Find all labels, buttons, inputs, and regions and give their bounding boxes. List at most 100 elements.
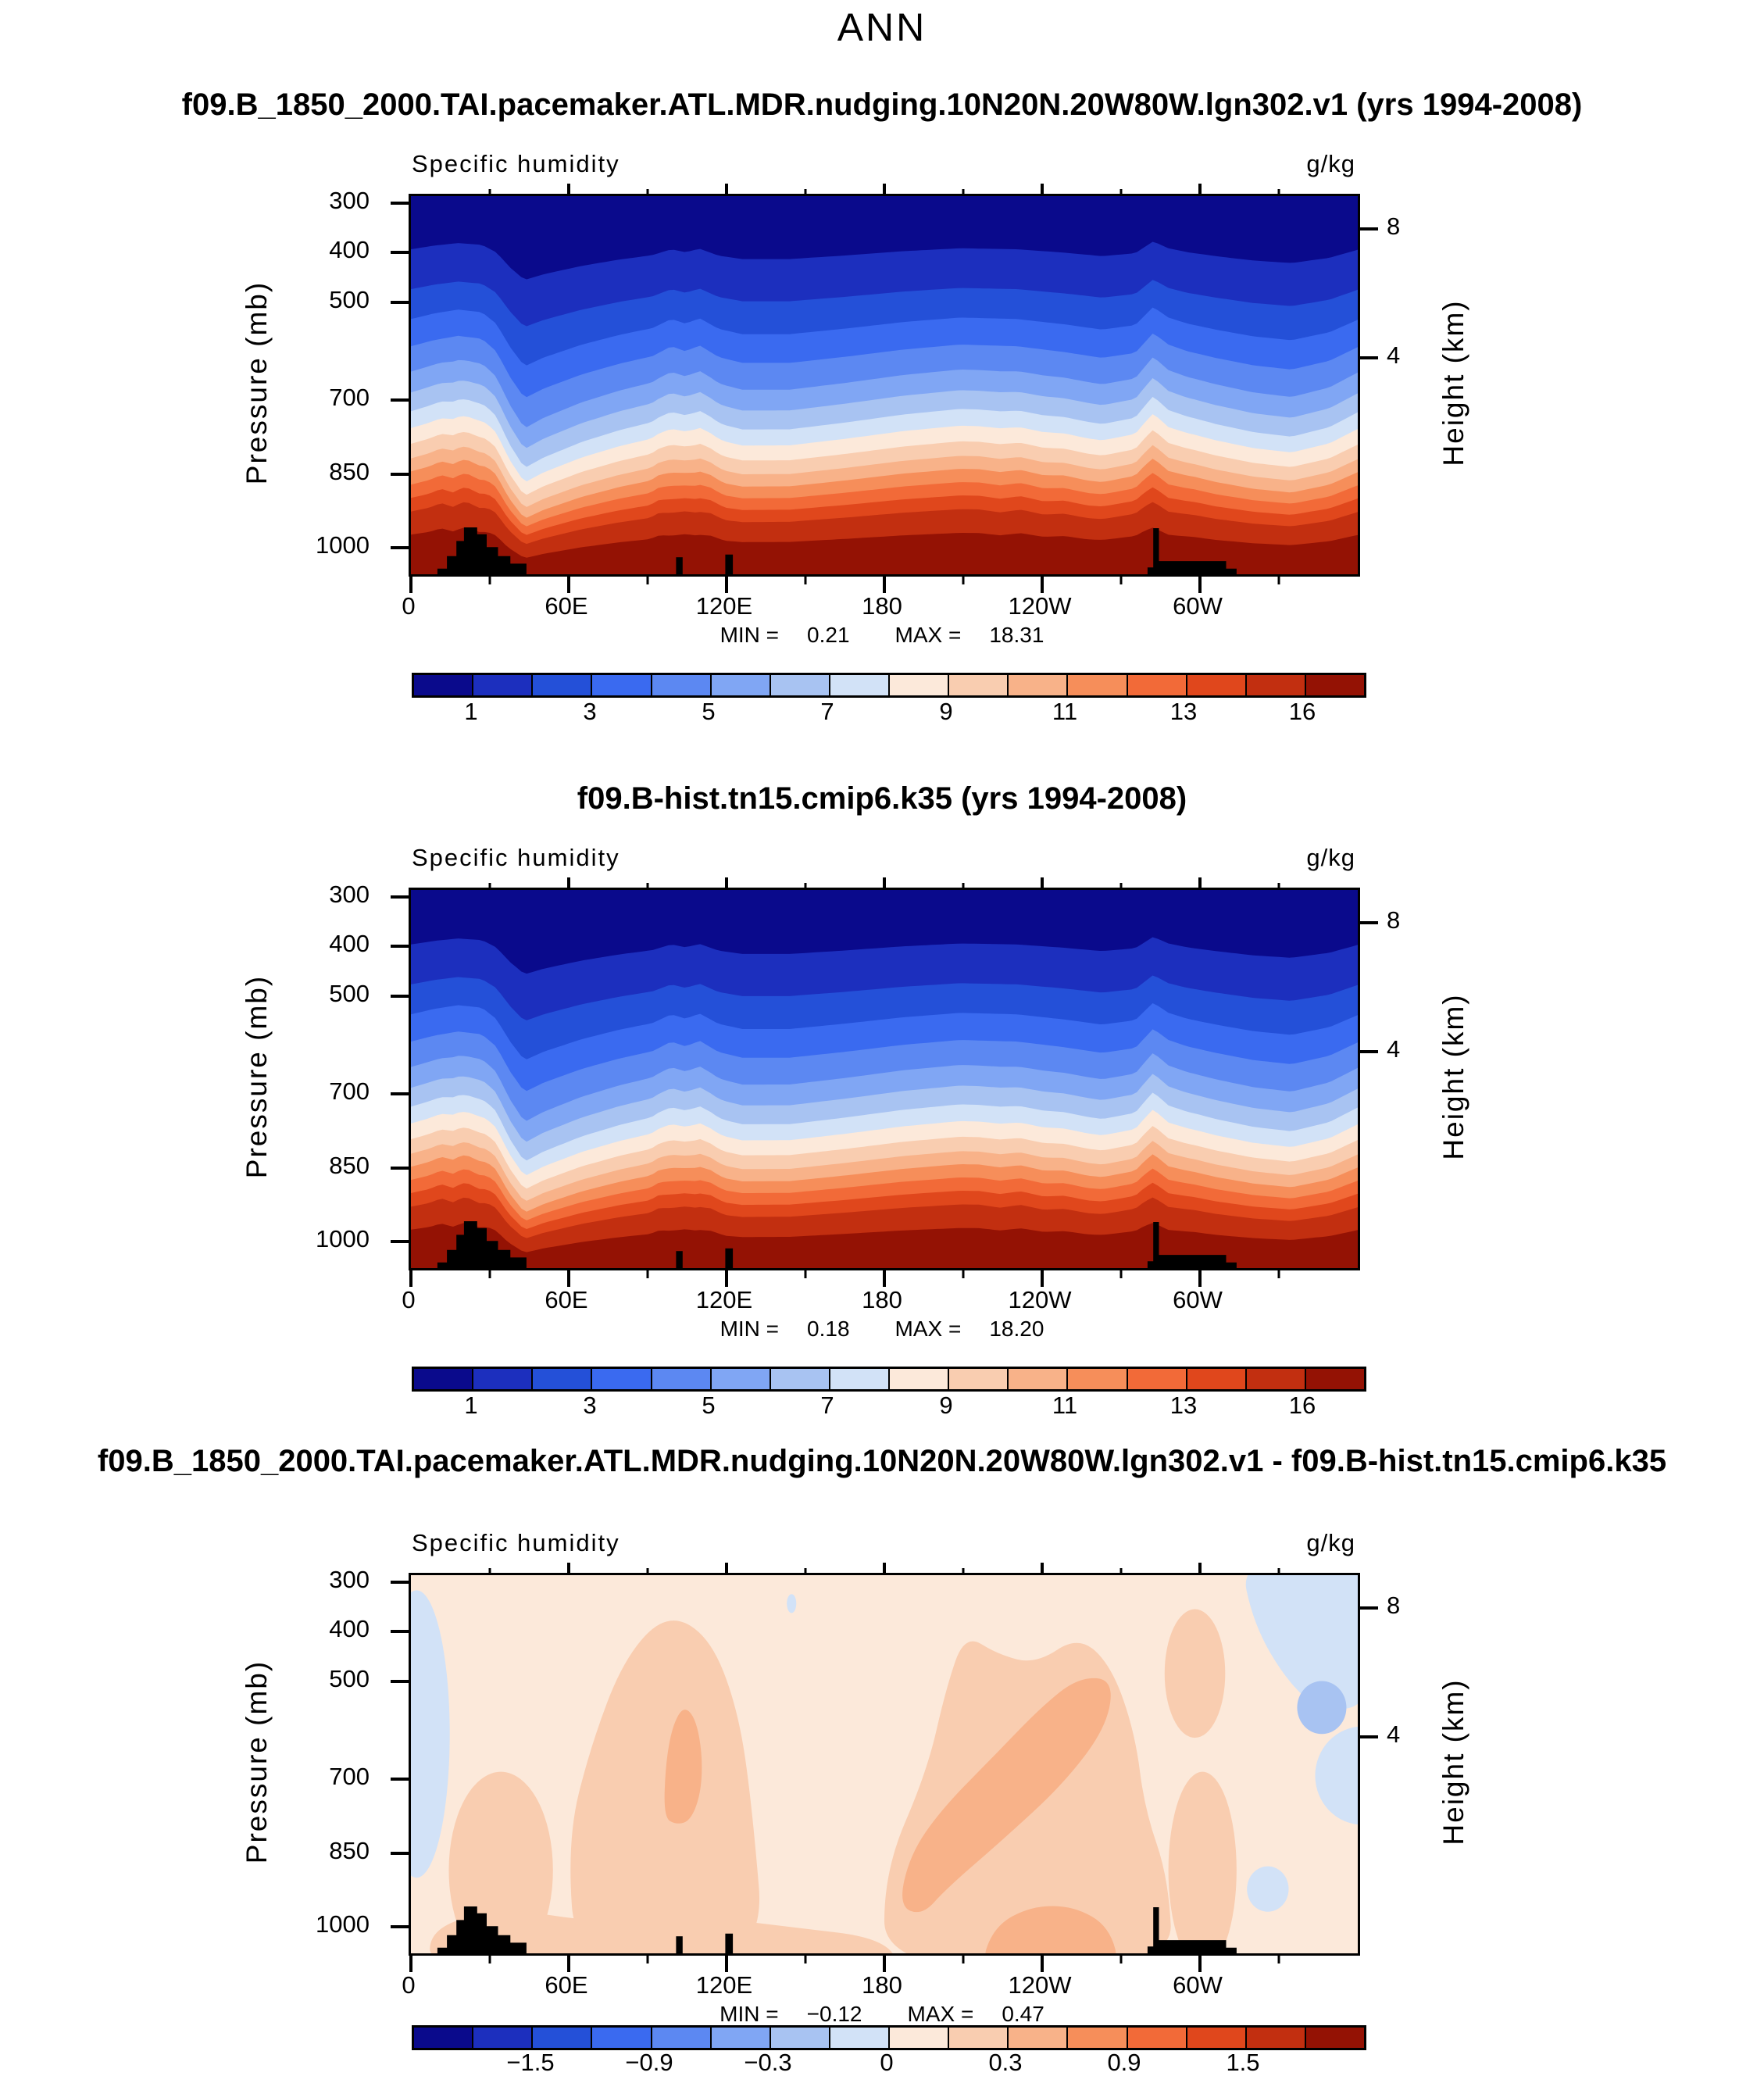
- topography-silhouette: [1147, 1907, 1237, 1953]
- colorbar-segment: [769, 1369, 829, 1389]
- x-tick-label: 0: [402, 1971, 416, 1999]
- x-tick-major: [1041, 1953, 1044, 1972]
- pressure-tick-labels: 300 400 500 700 850 1000: [245, 881, 370, 1266]
- height-tick: [1358, 1606, 1378, 1610]
- colorbar-segment: [472, 675, 532, 695]
- x-tick-minor: [962, 1568, 965, 1575]
- panel-title: f09.B_1850_2000.TAI.pacemaker.ATL.MDR.nu…: [181, 88, 1583, 122]
- pressure-tick-label: 700: [329, 1763, 370, 1791]
- x-tick-major: [567, 574, 570, 593]
- x-tick-major: [567, 1563, 570, 1575]
- x-tick-major: [1041, 877, 1044, 890]
- x-tick-major: [567, 184, 570, 196]
- contour-plot: [391, 184, 1378, 593]
- topography-silhouette: [437, 1906, 527, 1953]
- pressure-tick: [391, 1630, 411, 1634]
- topography-silhouette: [1147, 528, 1237, 574]
- colorbar-segment: [531, 675, 591, 695]
- pressure-tick-label: 400: [329, 1615, 370, 1643]
- x-tick-major: [1198, 877, 1202, 890]
- x-tick-major: [1041, 184, 1044, 196]
- pressure-tick-label: 850: [329, 457, 370, 485]
- max-label: MAX =: [907, 2002, 974, 2026]
- x-tick-minor: [804, 1268, 807, 1278]
- field-label: Specific humidity: [412, 150, 620, 177]
- x-tick-label: 0: [402, 592, 416, 620]
- colorbar-segment: [1007, 1369, 1067, 1389]
- x-tick-label: 120W: [1008, 592, 1072, 620]
- colorbar-label: 0.3: [988, 2049, 1023, 2076]
- colorbar-label: 16: [1288, 698, 1316, 725]
- x-tick-minor: [1277, 1568, 1280, 1575]
- x-tick-minor: [646, 1568, 649, 1575]
- height-tick-label: 4: [1387, 341, 1401, 370]
- contour-plot: [391, 877, 1378, 1287]
- colorbar-labels: 1 3 5 7 9 11 13 16: [412, 1392, 1362, 1423]
- colorbar-segment: [769, 675, 829, 695]
- pressure-tick: [391, 1166, 411, 1170]
- x-tick-minor: [1277, 1268, 1280, 1278]
- colorbar-label: 13: [1169, 698, 1198, 725]
- colorbar-segment: [709, 1369, 770, 1389]
- colorbar-segment: [948, 1369, 1008, 1389]
- colorbar-segment: [709, 675, 770, 695]
- pressure-tick-label: 400: [329, 236, 370, 264]
- colorbar-label: 3: [583, 1392, 597, 1419]
- x-tick-label: 120E: [695, 1286, 753, 1313]
- x-tick-minor: [646, 574, 649, 584]
- pressure-tick-label: 400: [329, 930, 370, 958]
- x-tick-major: [567, 1268, 570, 1287]
- colorbar-segment: [709, 2028, 770, 2048]
- x-tick-minor: [962, 189, 965, 196]
- x-tick-major: [567, 1953, 570, 1972]
- colorbar-segment: [591, 2028, 651, 2048]
- x-tick-label: 60W: [1173, 1971, 1223, 1999]
- panel-pacemaker: f09.B_1850_2000.TAI.pacemaker.ATL.MDR.nu…: [0, 0, 1764, 734]
- colorbar-segment: [1304, 2028, 1364, 2048]
- pressure-tick: [391, 300, 411, 304]
- colorbar-segment: [1185, 1369, 1245, 1389]
- colorbar-label: 7: [820, 698, 834, 725]
- topography-silhouette: [437, 1221, 527, 1268]
- x-tick-major: [724, 1268, 728, 1287]
- anomaly-blob: [985, 1906, 1116, 1953]
- max-label: MAX =: [894, 1317, 962, 1341]
- colorbar-label: −0.9: [625, 2049, 673, 2076]
- contour-band: [411, 1223, 1358, 1268]
- x-tick-label: 60E: [545, 1971, 588, 1999]
- colorbar-segment: [650, 1369, 710, 1389]
- units-label: g/kg: [1306, 1529, 1355, 1556]
- x-tick-label: 120E: [695, 1971, 753, 1999]
- colorbar-label: 3: [583, 698, 597, 725]
- colorbar-segment: [828, 675, 888, 695]
- height-tick-label: 8: [1387, 213, 1401, 241]
- anomaly-blob: [664, 1710, 702, 1824]
- pressure-tick-label: 850: [329, 1836, 370, 1864]
- anomaly-blob: [787, 1594, 797, 1613]
- min-label: MIN =: [720, 623, 780, 647]
- x-tick-minor: [804, 1568, 807, 1575]
- x-tick-minor: [1119, 1953, 1123, 1963]
- colorbar-segment: [1185, 675, 1245, 695]
- topography-silhouette: [725, 1933, 734, 1953]
- pressure-tick: [391, 472, 411, 476]
- colorbar: [412, 673, 1366, 698]
- x-tick-label: 120W: [1008, 1286, 1072, 1313]
- colorbar-label: 13: [1169, 1392, 1198, 1419]
- pressure-tick-label: 500: [329, 1664, 370, 1692]
- longitude-tick-labels: 0 60E 120E 180 120W 60W: [402, 1971, 1355, 1999]
- x-tick-major: [1041, 1563, 1044, 1575]
- colorbar-segment: [650, 675, 710, 695]
- topography-silhouette: [676, 1251, 683, 1268]
- x-tick-major: [1198, 1563, 1202, 1575]
- pressure-tick-labels: 300 400 500 700 850 1000: [245, 1566, 370, 1951]
- units-label: g/kg: [1306, 844, 1355, 871]
- colorbar-segment: [948, 2028, 1008, 2048]
- x-tick-major: [409, 574, 412, 593]
- colorbar-segment: [828, 1369, 888, 1389]
- pressure-tick-label: 700: [329, 384, 370, 412]
- height-tick-label: 8: [1387, 1592, 1401, 1620]
- topography-silhouette: [725, 554, 734, 574]
- colorbar-segment: [650, 2028, 710, 2048]
- max-value: 0.47: [1002, 2002, 1044, 2026]
